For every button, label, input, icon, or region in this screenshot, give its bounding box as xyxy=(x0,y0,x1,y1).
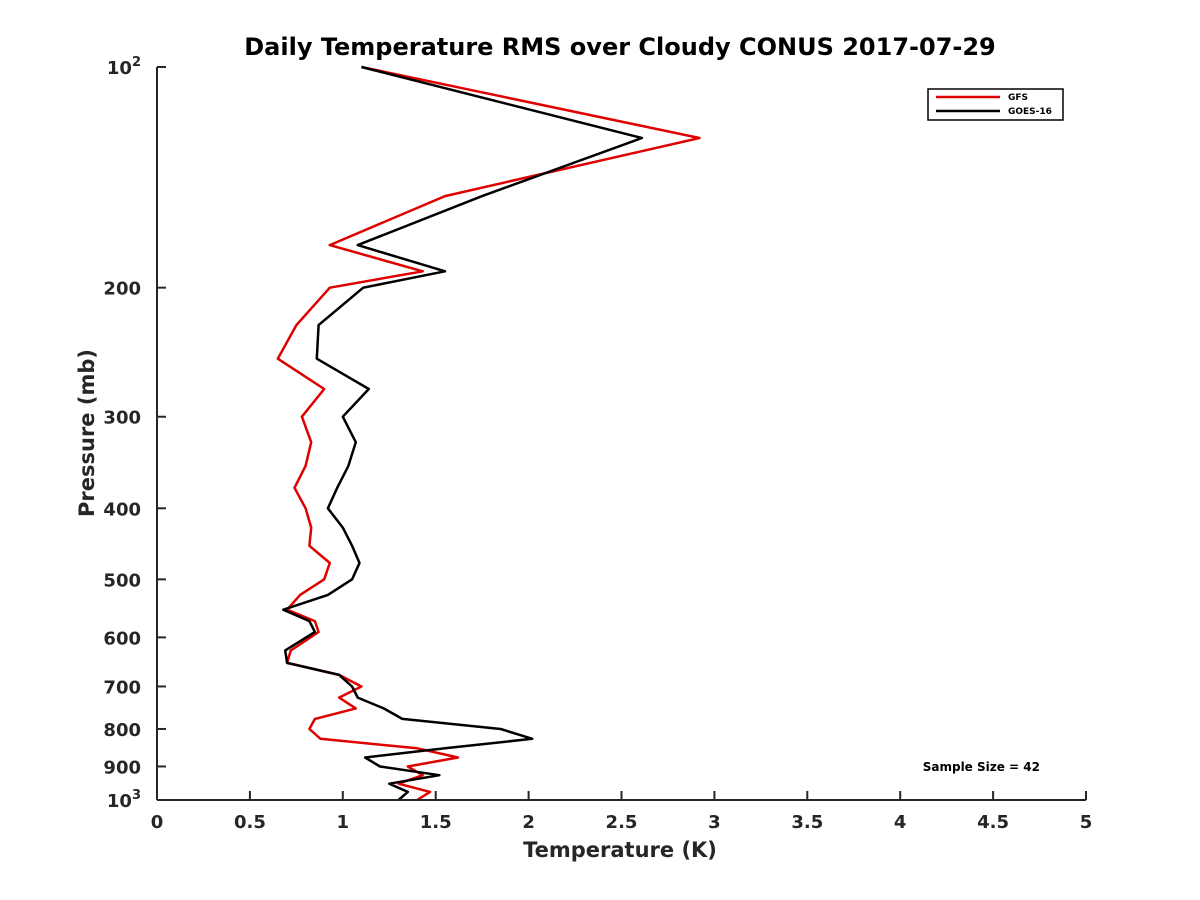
y-ticks: 102 200 300 400 500 600 700 800 900 103 xyxy=(103,55,166,812)
x-tick-label: 0.5 xyxy=(234,812,266,833)
y-tick-label: 300 xyxy=(103,408,141,429)
y-tick-label: 800 xyxy=(103,720,141,741)
y-tick-label: 200 xyxy=(103,279,141,300)
y-tick-label: 700 xyxy=(103,677,141,698)
plot-lines xyxy=(276,65,701,802)
x-tick-label: 4.5 xyxy=(977,812,1009,833)
legend-label-gfs: GFS xyxy=(1008,93,1028,103)
legend-box xyxy=(927,88,1064,121)
x-tick-label: 3 xyxy=(708,812,721,833)
x-tick-label: 4 xyxy=(894,812,907,833)
x-tick-label: 2 xyxy=(522,812,535,833)
x-ticks: 0 0.5 1 1.5 2 2.5 3 3.5 4 4.5 5 xyxy=(151,791,1093,833)
legend: GFS GOES-16 xyxy=(927,88,1064,121)
legend-label-goes16: GOES-16 xyxy=(1008,107,1052,117)
y-tick-label: 900 xyxy=(103,757,141,778)
x-tick-label: 1 xyxy=(337,812,350,833)
series-line-gfs xyxy=(276,65,701,802)
y-axis-label: Pressure (mb) xyxy=(75,349,99,517)
x-axis-label: Temperature (K) xyxy=(523,838,717,862)
y-tick-label: 102 xyxy=(107,55,141,79)
x-tick-label: 0 xyxy=(151,812,164,833)
x-tick-label: 5 xyxy=(1080,812,1093,833)
y-tick-label: 103 xyxy=(107,788,141,812)
x-tick-label: 3.5 xyxy=(791,812,823,833)
y-tick-label: 600 xyxy=(103,628,141,649)
y-tick-label: 500 xyxy=(103,570,141,591)
x-tick-label: 2.5 xyxy=(606,812,638,833)
y-tick-label: 400 xyxy=(103,499,141,520)
chart-title: Daily Temperature RMS over Cloudy CONUS … xyxy=(244,33,996,61)
x-tick-label: 1.5 xyxy=(420,812,452,833)
sample-size-annotation: Sample Size = 42 xyxy=(923,760,1040,774)
series-line-goes-16 xyxy=(282,65,644,801)
